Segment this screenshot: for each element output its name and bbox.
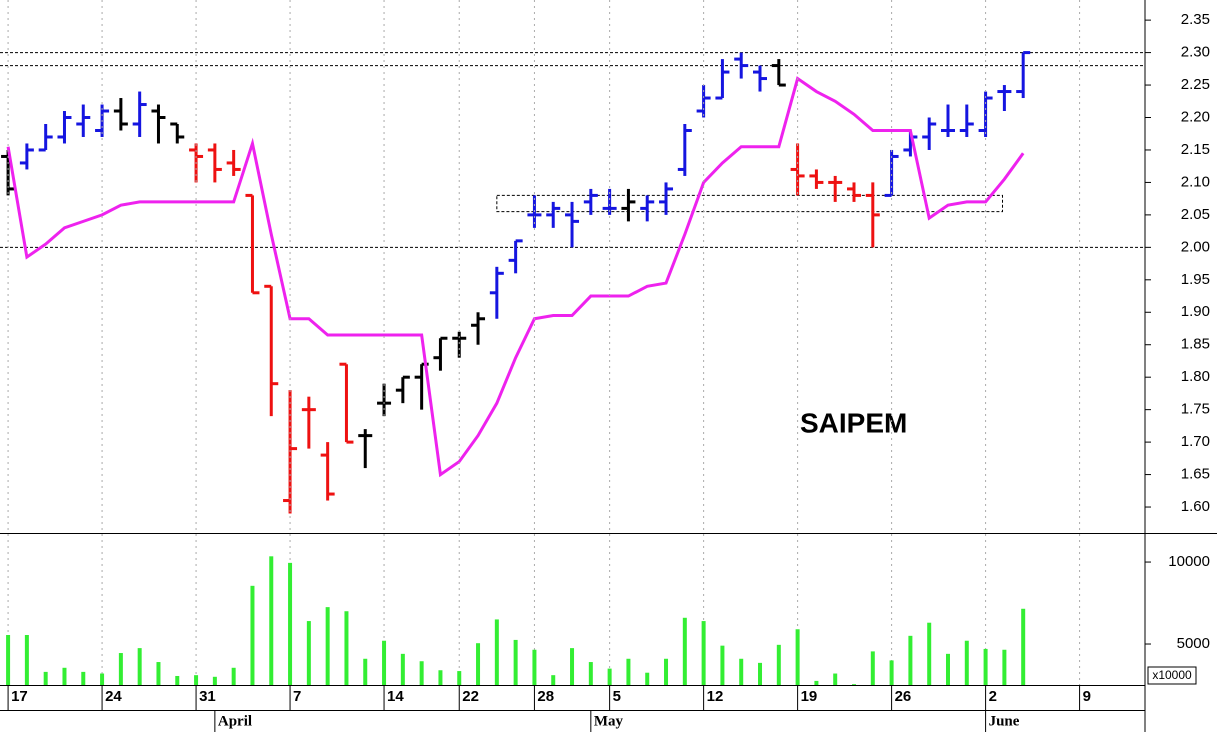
y-tick-label: 2.25 <box>1181 76 1210 93</box>
volume-bar <box>419 661 424 685</box>
y-tick-label: 2.10 <box>1181 173 1210 190</box>
y-tick-label: 10000 <box>1168 553 1210 570</box>
x-tick-label: 7 <box>293 688 301 705</box>
y-tick-label: 2.00 <box>1181 238 1210 255</box>
x-tick-label: 31 <box>199 688 216 705</box>
y-tick-label: 1.80 <box>1181 368 1210 385</box>
volume-bar <box>758 662 763 685</box>
volume-bar <box>175 675 180 685</box>
y-tick-label: 1.90 <box>1181 303 1210 320</box>
y-tick-label: 1.70 <box>1181 433 1210 450</box>
volume-bar <box>269 556 274 685</box>
month-label: April <box>218 713 252 729</box>
volume-bar <box>288 562 293 685</box>
volume-bar <box>194 675 199 685</box>
volume-bar <box>927 622 932 685</box>
y-tick-label: 2.05 <box>1181 206 1210 223</box>
volume-bar <box>81 671 86 685</box>
volume-bar <box>250 585 255 685</box>
unit-box <box>1147 666 1197 685</box>
volume-bar <box>118 653 123 685</box>
volume-bar <box>739 658 744 685</box>
x-tick-label: 26 <box>895 688 912 705</box>
y-tick-label: 2.30 <box>1181 44 1210 61</box>
volume-bar <box>494 619 499 685</box>
volume-bar <box>156 662 161 685</box>
volume-bar <box>532 649 537 685</box>
volume-bar <box>382 640 387 685</box>
unit-label: x10000 <box>1152 668 1192 682</box>
volume-bar <box>231 667 236 685</box>
volume-bar <box>664 658 669 685</box>
month-label: June <box>989 713 1020 729</box>
stop-line <box>6 76 1025 478</box>
volume-bar <box>24 635 29 685</box>
volume-bar <box>908 635 913 685</box>
y-tick-label: 1.85 <box>1181 336 1210 353</box>
volume-bar <box>438 670 443 685</box>
x-tick-label: 9 <box>1083 688 1091 705</box>
volume-bar <box>1002 649 1007 685</box>
y-tick-label: 2.15 <box>1181 141 1210 158</box>
volume-bar <box>814 680 819 685</box>
volume-bar <box>62 667 67 685</box>
volume-bar <box>570 648 575 685</box>
volume-bar <box>607 668 612 685</box>
volume-bar <box>1021 608 1026 685</box>
y-tick-label: 1.75 <box>1181 401 1210 418</box>
volume-bar <box>795 629 800 685</box>
volume-bar <box>889 660 894 685</box>
volume-bar <box>212 676 217 685</box>
volume-bar <box>363 658 368 685</box>
x-tick-label: 5 <box>613 688 621 705</box>
range-box <box>496 194 1004 213</box>
x-tick-label: 2 <box>989 688 997 705</box>
x-tick-label: 19 <box>801 688 818 705</box>
volume-bar <box>983 648 988 685</box>
volume-bar <box>457 671 462 685</box>
x-tick-label: 17 <box>11 688 28 705</box>
chart-title: SAIPEM <box>800 407 907 438</box>
y-tick-label: 1.95 <box>1181 271 1210 288</box>
volume-bar <box>476 643 481 685</box>
volume-bar <box>6 635 11 685</box>
y-tick-label: 1.60 <box>1181 498 1210 515</box>
volume-bar <box>964 640 969 685</box>
volume-bar <box>833 673 838 685</box>
volume-bar <box>588 662 593 685</box>
volume-bar <box>626 658 631 685</box>
volume-bar <box>344 611 349 685</box>
volume-bar <box>945 653 950 685</box>
volume-bar <box>306 621 311 685</box>
y-tick-label: 5000 <box>1177 635 1210 652</box>
volume-bar <box>852 684 857 685</box>
volume-bar <box>400 653 405 685</box>
y-tick-label: 2.35 <box>1181 11 1210 28</box>
volume-bar <box>100 673 105 685</box>
volume-bar <box>513 639 518 685</box>
volume-bar <box>645 672 650 685</box>
x-tick-label: 12 <box>707 688 724 705</box>
y-tick-label: 1.65 <box>1181 466 1210 483</box>
volume-bar <box>43 671 48 685</box>
volume-bar <box>551 675 556 685</box>
volume-bar <box>720 645 725 685</box>
volume-bar <box>701 621 706 685</box>
volume-bar <box>776 644 781 685</box>
x-tick-label: 22 <box>462 688 479 705</box>
volume-bar <box>870 651 875 685</box>
month-label: May <box>594 713 624 729</box>
volume-bar <box>682 617 687 685</box>
volume-bar <box>325 607 330 685</box>
volume-bar <box>137 648 142 685</box>
y-tick-label: 2.20 <box>1181 108 1210 125</box>
x-tick-label: 28 <box>537 688 554 705</box>
x-tick-label: 14 <box>387 688 404 705</box>
x-tick-label: 24 <box>105 688 122 705</box>
